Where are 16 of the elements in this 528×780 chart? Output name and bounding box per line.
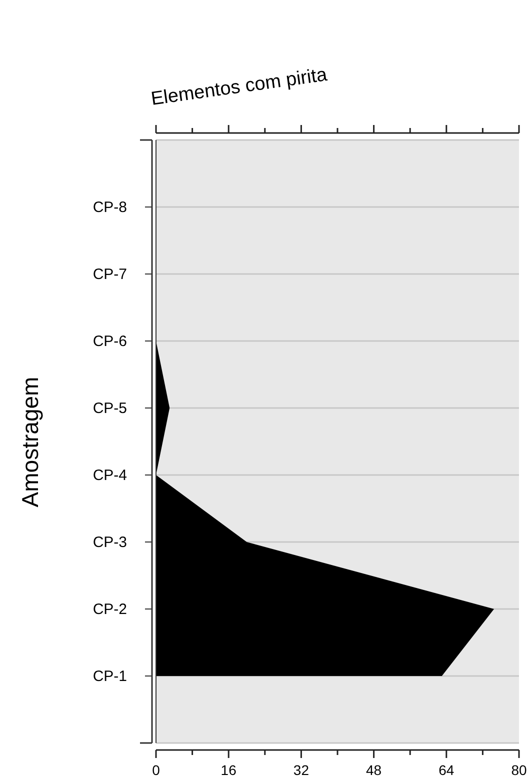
y-tick-label: CP-6 — [92, 333, 127, 350]
x-tick-label: 48 — [366, 762, 382, 778]
x-tick-label: 64 — [438, 762, 454, 778]
y-tick-label: CP-8 — [92, 199, 127, 216]
x-tick-label: 32 — [293, 762, 310, 778]
x-tick-label: 16 — [220, 762, 237, 778]
x-tick-label: 80 — [511, 762, 527, 778]
y-axis-title: Amostragem — [17, 376, 43, 508]
y-tick-label: CP-4 — [92, 467, 127, 484]
y-tick-label: CP-3 — [92, 534, 127, 551]
y-tick-label: CP-7 — [92, 266, 127, 283]
chart-title: Elementos com pirita — [150, 64, 329, 110]
y-tick-label: CP-5 — [92, 400, 127, 417]
x-tick-label: 0 — [152, 762, 160, 778]
y-tick-label: CP-2 — [92, 601, 127, 618]
y-tick-label: CP-1 — [92, 668, 127, 685]
